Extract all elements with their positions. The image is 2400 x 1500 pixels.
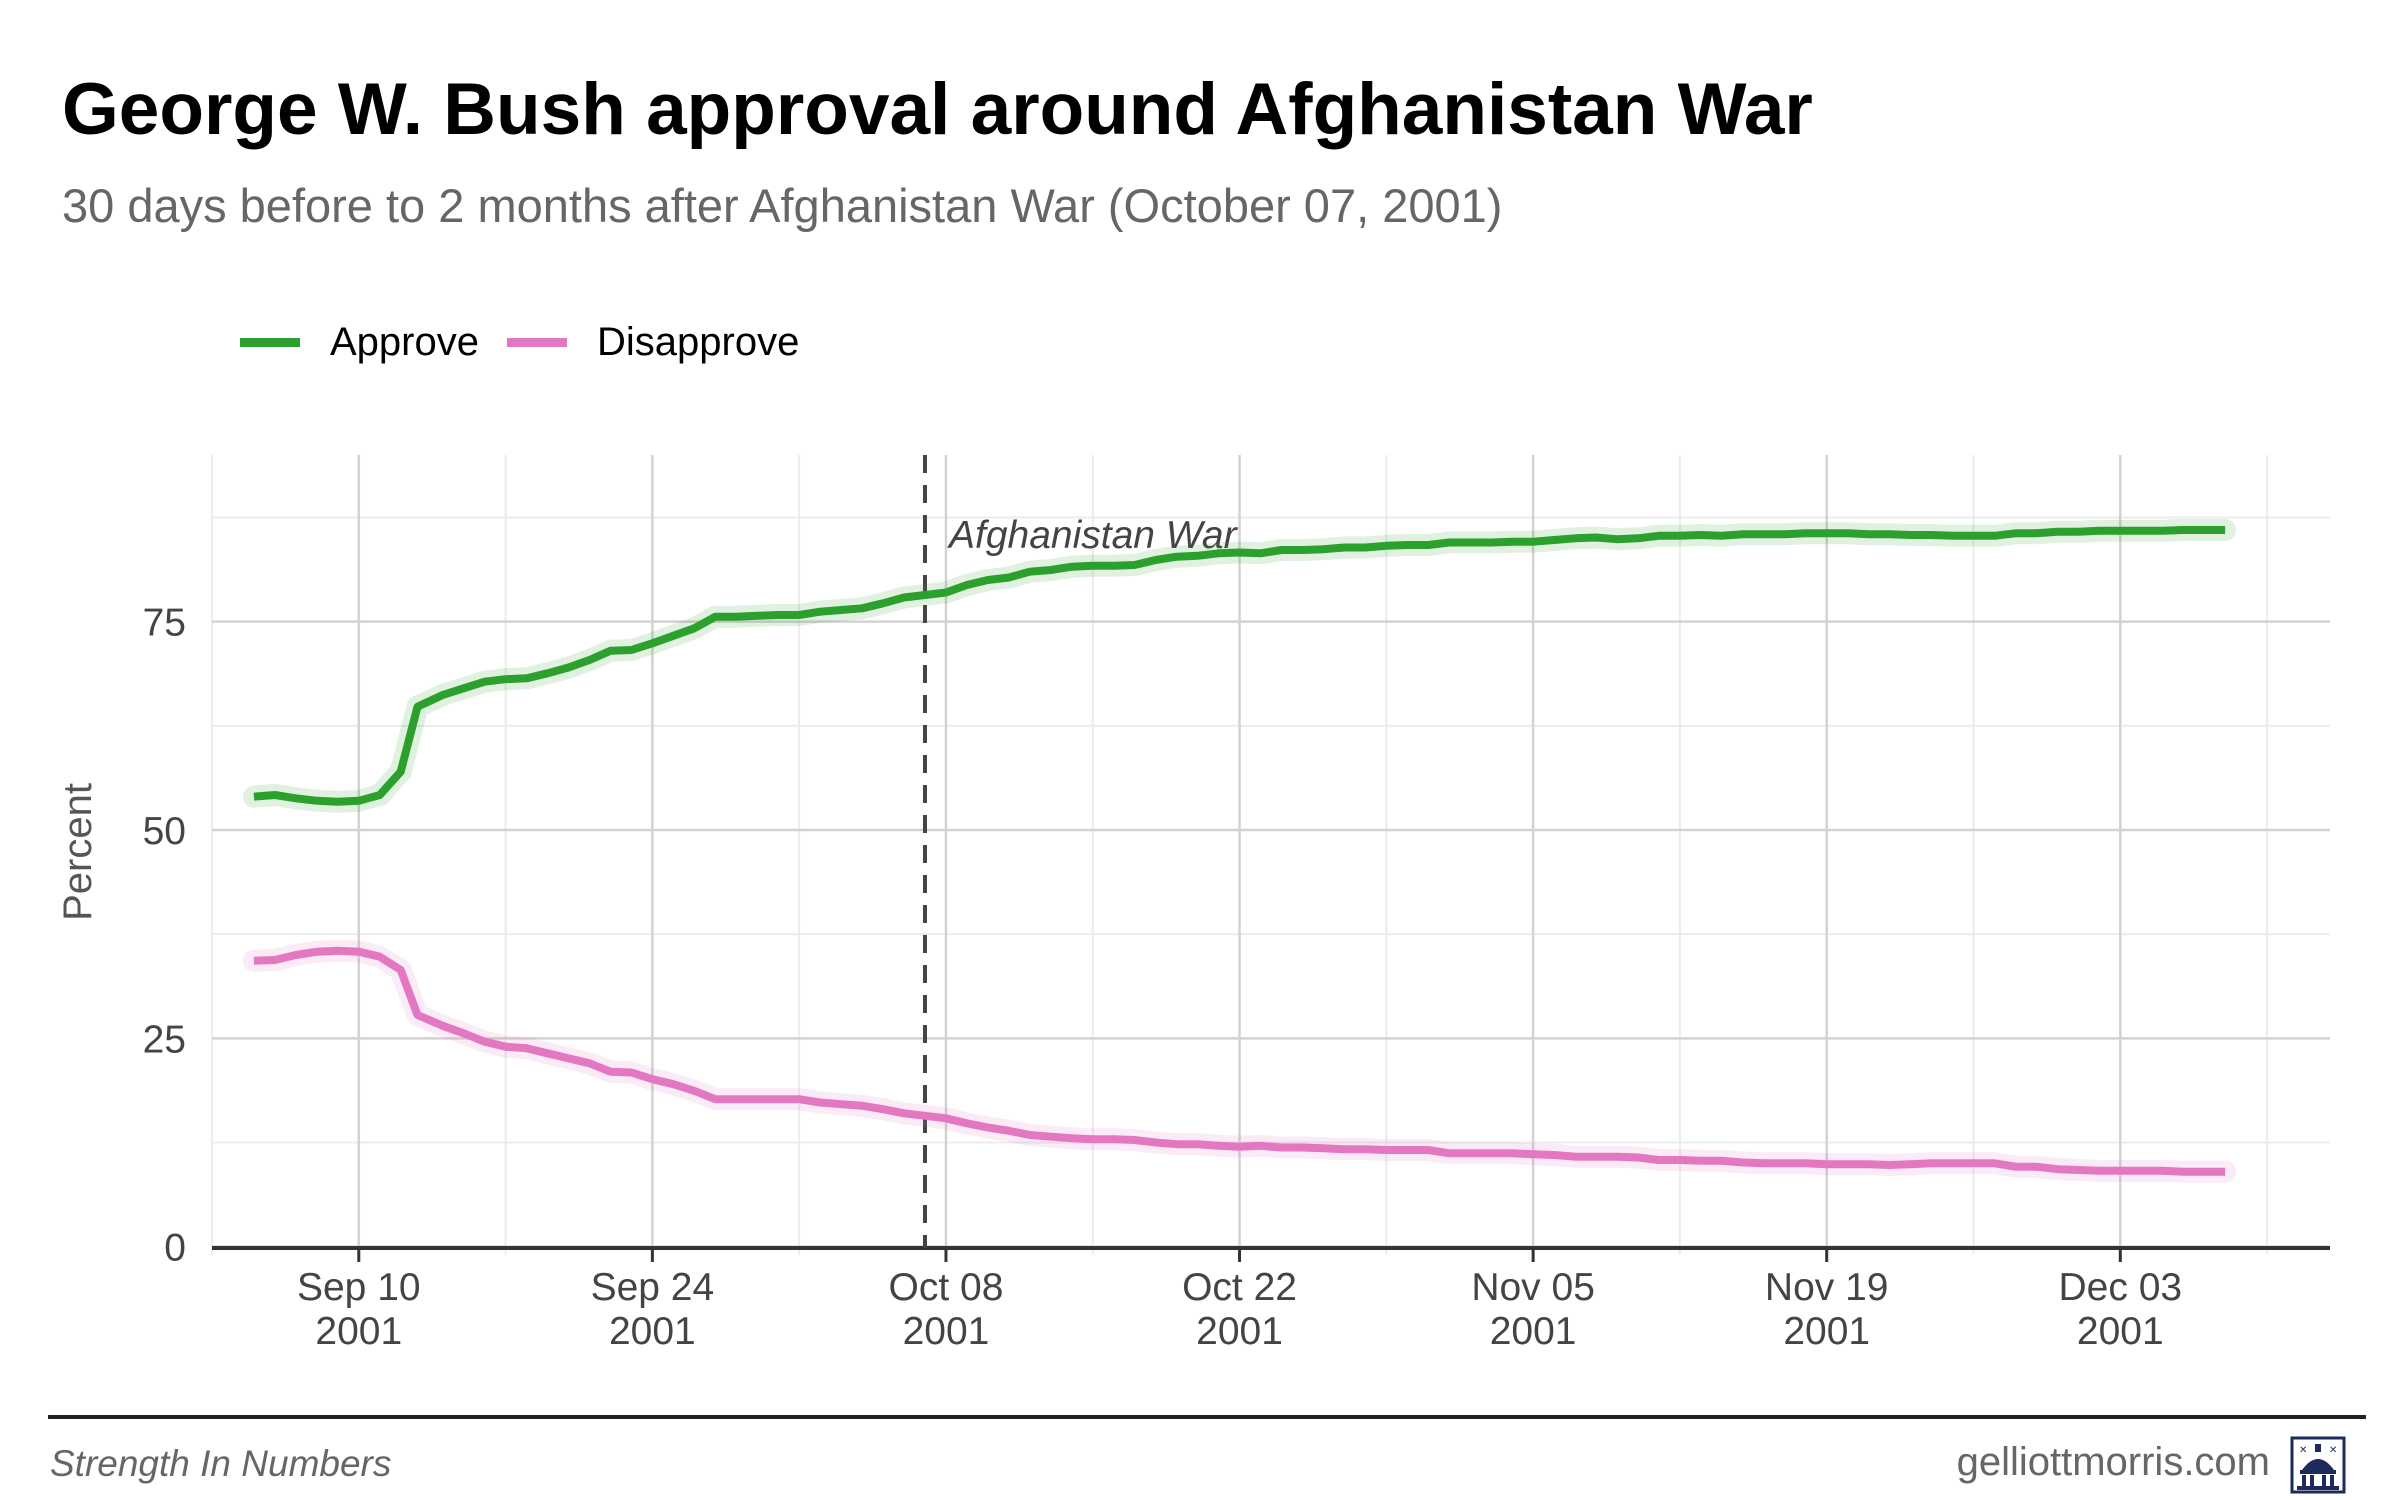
grid (211, 455, 2330, 1255)
series-line-disapprove (253, 946, 2226, 1176)
footer-brand: Strength In Numbers (50, 1443, 392, 1484)
y-axis-label: Percent (56, 783, 100, 921)
x-tick-label: Sep 10 2001 (297, 1266, 421, 1353)
svg-text:✕: ✕ (2299, 1445, 2307, 1456)
legend-item-disapprove: Disapprove (506, 320, 800, 365)
x-tick-label-line: 2001 (609, 1310, 696, 1353)
series-line-approve (253, 526, 2226, 806)
legend: Approve Disapprove (240, 320, 827, 365)
x-tick-label-line: Sep 24 (591, 1266, 715, 1309)
x-tick-label-line: 2001 (2077, 1310, 2164, 1353)
legend-key-disapprove (506, 338, 567, 347)
footer-divider (48, 1415, 2366, 1419)
x-tick-label-line: 2001 (1490, 1310, 1577, 1353)
chart-title: George W. Bush approval around Afghanist… (62, 69, 1813, 150)
x-tick-label-line: 2001 (1783, 1310, 1870, 1353)
chart-subtitle: 30 days before to 2 months after Afghani… (62, 179, 1503, 232)
x-tick-label: Nov 19 2001 (1765, 1266, 1889, 1353)
x-tick-label-line: Sep 10 (297, 1266, 421, 1309)
x-tick-label: Nov 05 2001 (1471, 1266, 1595, 1353)
x-tick-label-line: 2001 (315, 1310, 402, 1353)
x-tick-label: Oct 22 2001 (1182, 1266, 1297, 1353)
x-tick-label-line: Nov 05 (1471, 1266, 1595, 1309)
x-tick-label: Oct 08 2001 (889, 1266, 1004, 1353)
legend-item-approve: Approve (240, 320, 479, 365)
x-tick-label-line: Oct 22 (1182, 1266, 1297, 1309)
capitol-dome-icon: ✕ ✕ (2290, 1436, 2346, 1494)
x-tick-label: Sep 24 2001 (591, 1266, 715, 1353)
x-tick-label-line: 2001 (903, 1310, 990, 1353)
y-tick-label: 50 (143, 810, 186, 853)
x-tick-label-line: 2001 (1196, 1310, 1283, 1353)
y-tick-label: 25 (143, 1018, 186, 1061)
x-tick-label-line: Oct 08 (889, 1266, 1004, 1309)
x-tick-label-line: Dec 03 (2059, 1266, 2183, 1309)
legend-label-approve: Approve (330, 320, 479, 364)
x-tick-label-line: Nov 19 (1765, 1266, 1889, 1309)
series-group (242, 519, 2237, 1183)
x-tick-label: Dec 03 2001 (2059, 1266, 2183, 1353)
y-tick-label: 0 (164, 1227, 186, 1270)
footer-site-link[interactable]: gelliottmorris.com (1956, 1440, 2270, 1484)
svg-text:✕: ✕ (2329, 1445, 2337, 1456)
y-tick-label: 75 (143, 602, 186, 645)
legend-label-disapprove: Disapprove (596, 320, 800, 364)
event-label: Afghanistan War (947, 514, 1239, 557)
legend-key-approve (240, 338, 300, 347)
